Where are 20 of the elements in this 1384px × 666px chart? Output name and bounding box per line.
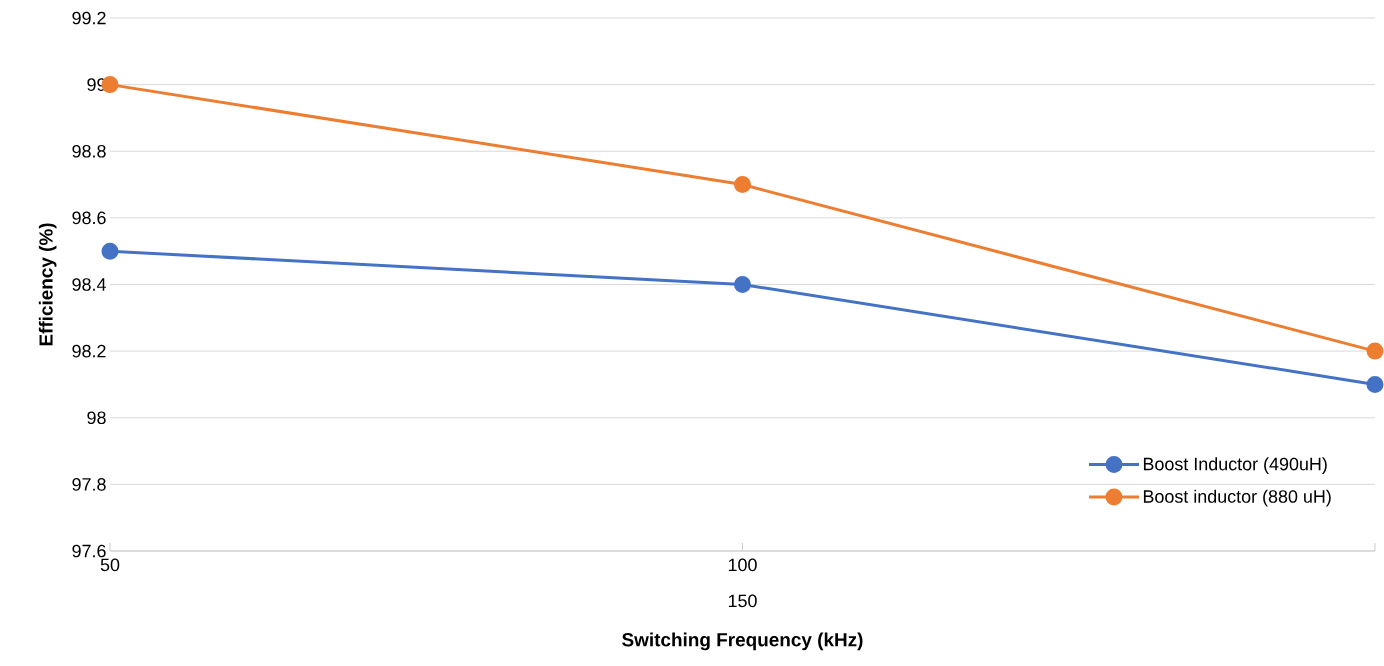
- text: 150: [728, 594, 757, 608]
- y-tick-label: 98.8: [72, 144, 106, 158]
- point: [1366, 342, 1384, 360]
- point: [101, 242, 119, 260]
- point: [734, 276, 751, 293]
- y-tick-label: 98: [87, 411, 106, 425]
- legend-label: Boost Inductor (490uH): [1143, 457, 1327, 474]
- x-tick-label: 50: [100, 558, 120, 572]
- y-tick-label: 97.6: [72, 544, 106, 558]
- x-tick-label: 100: [728, 558, 757, 572]
- point: [1366, 375, 1384, 393]
- y-tick-label: 98.6: [72, 211, 106, 225]
- x-axis-title: Switching Frequency (kHz): [622, 632, 863, 651]
- legend-label: Boost inductor (880 uH): [1143, 489, 1331, 507]
- y-tick-label: 97.8: [72, 478, 106, 491]
- y-tick-label: 98.4: [72, 278, 106, 291]
- y-axis-title: Efficiency (%): [38, 223, 57, 346]
- point: [734, 176, 751, 194]
- y-tick-label: 98.2: [72, 344, 106, 358]
- y-tick-label: 99.2: [72, 11, 106, 25]
